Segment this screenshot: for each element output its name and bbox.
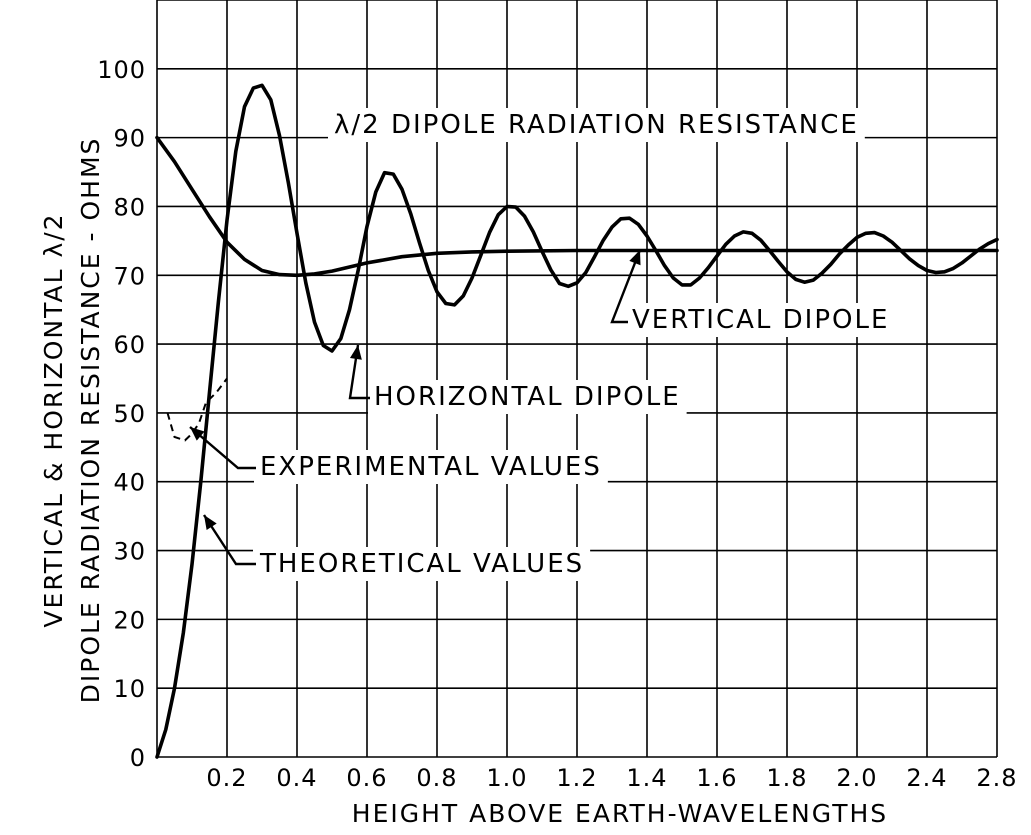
annotation-vertical-dipole-bg (626, 303, 896, 337)
x-axis-title: HEIGHT ABOVE EARTH-WAVELENGTHS (352, 799, 888, 828)
y-tick-label: 70 (113, 262, 146, 290)
annotation-theoretical-values: THEORETICAL VALUES (259, 549, 584, 579)
y-tick-label: 60 (113, 331, 146, 359)
x-tick-label: 0.8 (416, 764, 457, 792)
tick-labels: 0.2 0.4 0.6 0.8 1.0 1.2 1.4 1.6 1.8 2.0 2.4 2.8 0 10 2… (97, 56, 1017, 792)
y-tick-label: 0 (130, 744, 146, 772)
x-tick-label: 1.4 (626, 764, 667, 792)
x-tick-label: 2.0 (836, 764, 877, 792)
annotation-dipole-radiation-resistance-bg (328, 108, 865, 142)
arrow-theoretical-values (204, 515, 217, 531)
x-tick-label: 0.6 (346, 764, 387, 792)
annotation-horizontal-dipole: HORIZONTAL DIPOLE (374, 382, 681, 412)
y-tick-label: 50 (113, 400, 146, 428)
x-tick-label: 2.4 (906, 764, 947, 792)
y-tick-label: 90 (113, 125, 146, 153)
y-tick-label: 20 (113, 606, 146, 634)
x-tick-label: 2.8 (976, 764, 1017, 792)
x-tick-label: 0.4 (276, 764, 317, 792)
arrow-vertical-dipole (629, 250, 641, 266)
y-tick-label: 80 (113, 193, 146, 221)
leader-theoretical-values (202, 514, 256, 566)
annotation-experimental-values: EXPERIMENTAL VALUES (260, 452, 602, 482)
annotation-dipole-radiation-resistance: λ/2 DIPOLE RADIATION RESISTANCE (334, 110, 859, 140)
annotation-horizontal-dipole-bg (368, 380, 687, 414)
arrow-experimental-values (190, 427, 205, 441)
annotation-vertical-dipole: VERTICAL DIPOLE (632, 305, 889, 335)
y-axis-title-line-1: VERTICAL & HORIZONTAL λ/2 (39, 212, 68, 627)
y-tick-label: 40 (113, 469, 146, 497)
x-tick-label: 1.6 (696, 764, 737, 792)
annotation-experimental-values-bg (254, 450, 608, 484)
annotation-layer: λ/2 DIPOLE RADIATION RESISTANCE VERTICAL … (189, 108, 896, 581)
leader-horizontal-dipole (348, 344, 370, 400)
x-tick-label: 1.0 (486, 764, 527, 792)
y-tick-label: 10 (113, 675, 146, 703)
leader-vertical-dipole (610, 249, 642, 324)
series-layer (155, 83, 999, 759)
leader-experimental-values (189, 426, 256, 470)
y-tick-label: 100 (97, 56, 146, 84)
annotation-theoretical-values-bg (253, 547, 591, 581)
x-tick-label: 1.2 (556, 764, 597, 792)
y-axis-title-line-2: DIPOLE RADIATION RESISTANCE - OHMS (76, 137, 105, 704)
y-tick-label: 30 (113, 538, 146, 566)
x-tick-label: 1.8 (766, 764, 807, 792)
series-experimental-line (166, 377, 228, 442)
arrow-horizontal-dipole (349, 345, 362, 360)
x-tick-label: 0.2 (206, 764, 247, 792)
series-horizontal-line (155, 83, 999, 759)
